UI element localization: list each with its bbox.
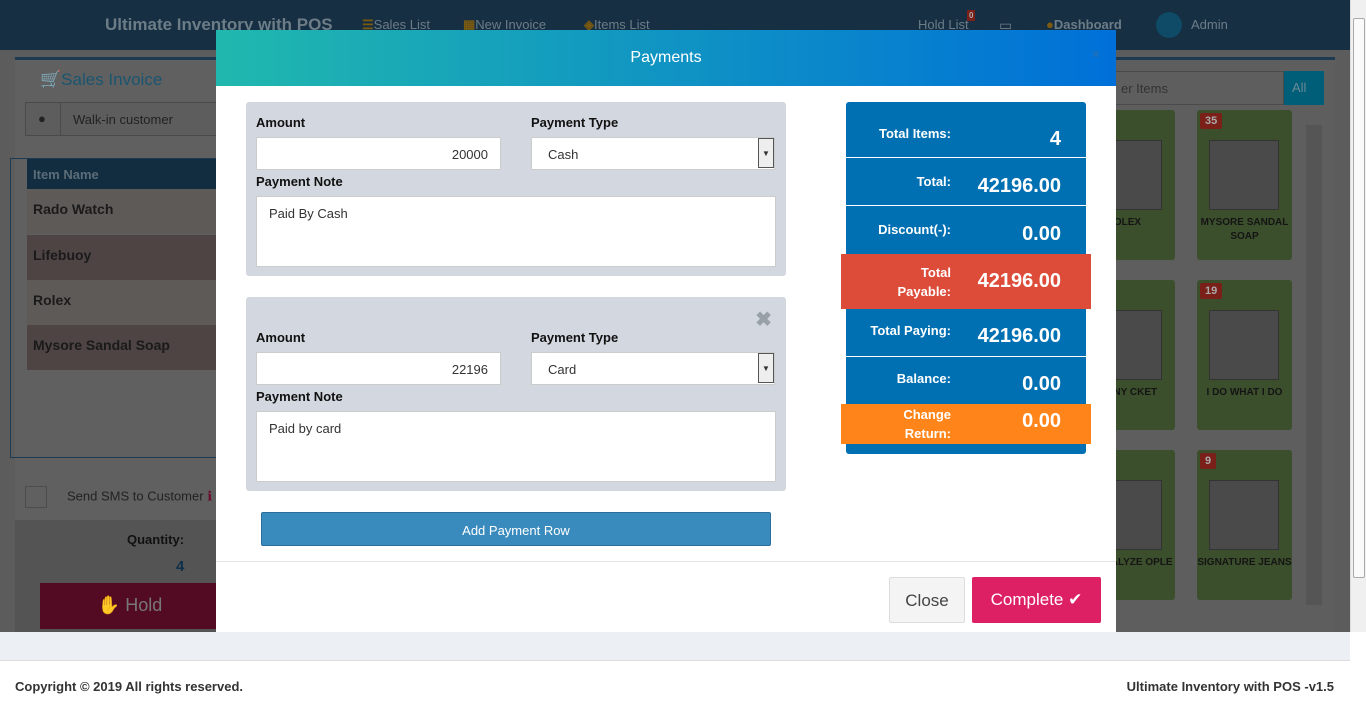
- item-search-input[interactable]: er Items: [1100, 71, 1284, 105]
- payment-summary: Total Items: 4 Total: 42196.00 Discount(-)…: [841, 102, 1091, 454]
- panel-title: 🛒Sales Invoice: [40, 70, 163, 89]
- page-footer: Copyright © 2019 All rights reserved. Ul…: [0, 660, 1350, 710]
- complete-button[interactable]: Complete ✔: [972, 577, 1101, 623]
- dashboard-icon: ●: [1046, 17, 1054, 32]
- nav-sales-list[interactable]: ☰Sales List: [362, 17, 431, 32]
- sms-checkbox[interactable]: [25, 486, 47, 508]
- payment-row: Amount 20000 Payment Type Cash ▼ Payment …: [246, 102, 786, 276]
- monitor-icon[interactable]: ▭: [999, 17, 1013, 33]
- modal-header: Payments ×: [216, 30, 1116, 86]
- calculator-icon: ▦: [463, 17, 476, 32]
- nav-hold-list[interactable]: Hold List: [918, 17, 969, 32]
- nav-dashboard[interactable]: ●Dashboard: [1046, 17, 1122, 32]
- remove-row-icon[interactable]: ✖: [755, 309, 772, 331]
- hold-button[interactable]: ✋ Hold: [40, 583, 220, 629]
- item-card[interactable]: W TO ALYZE OPLE: [1080, 450, 1175, 600]
- items-scrollbar[interactable]: [1306, 125, 1322, 605]
- payment-note-textarea[interactable]: Paid by card: [256, 411, 776, 482]
- close-icon[interactable]: ×: [1091, 46, 1100, 63]
- close-button[interactable]: Close: [889, 577, 965, 623]
- payment-type-select[interactable]: Card ▼: [531, 352, 775, 385]
- nav-items-list[interactable]: ◈Items List: [584, 17, 650, 32]
- chevron-down-icon: ▼: [758, 138, 774, 168]
- check-icon: ✔: [1068, 590, 1083, 609]
- modal-footer: [216, 561, 1116, 562]
- hand-icon: ✋: [97, 595, 121, 615]
- modal-title: Payments: [630, 49, 702, 66]
- item-image: [1209, 480, 1279, 550]
- amount-input[interactable]: 22196: [256, 352, 501, 385]
- all-button[interactable]: All: [1284, 71, 1324, 105]
- user-icon: ●: [38, 111, 46, 126]
- quantity-value: 4: [176, 558, 185, 575]
- brand[interactable]: Ultimate Inventory with POS: [105, 15, 333, 34]
- nav-new-invoice[interactable]: ▦New Invoice: [463, 17, 547, 32]
- add-payment-row-button[interactable]: Add Payment Row: [261, 512, 771, 546]
- item-image: [1209, 310, 1279, 380]
- item-card[interactable]: 9 SIGNATURE JEANS: [1197, 450, 1292, 600]
- version: Ultimate Inventory with POS -v1.5: [1126, 679, 1334, 694]
- no-image-icon: [1209, 140, 1279, 210]
- payments-modal: Payments × Amount 20000 Payment Type Cash…: [216, 30, 1116, 632]
- sms-option: Send SMS to Customer ℹ: [25, 486, 212, 508]
- avatar[interactable]: [1156, 12, 1182, 38]
- amount-input[interactable]: 20000: [256, 137, 501, 170]
- user-menu[interactable]: Admin: [1191, 17, 1228, 32]
- cubes-icon: ◈: [584, 17, 594, 32]
- payment-row: ✖ Amount 22196 Payment Type Card ▼ Paymen…: [246, 297, 786, 491]
- chevron-down-icon: ▼: [758, 353, 774, 383]
- cart-icon: 🛒: [40, 70, 62, 89]
- payment-type-select[interactable]: Cash ▼: [531, 137, 775, 170]
- page-scrollbar[interactable]: [1350, 0, 1366, 632]
- item-card[interactable]: 19 I DO WHAT I DO: [1197, 280, 1292, 430]
- copyright: Copyright © 2019 All rights reserved.: [15, 679, 244, 694]
- hold-count-badge: 0: [967, 10, 976, 21]
- quantity-label: Quantity:: [127, 532, 185, 547]
- list-icon: ☰: [362, 17, 374, 32]
- payment-note-textarea[interactable]: Paid By Cash: [256, 196, 776, 267]
- info-icon: ℹ: [207, 488, 213, 504]
- item-card[interactable]: 35 MYSORE SANDAL SOAP: [1197, 110, 1292, 260]
- items-panel: er Items All OLEX 35 MYSORE SANDAL SOAP M…: [1080, 57, 1335, 632]
